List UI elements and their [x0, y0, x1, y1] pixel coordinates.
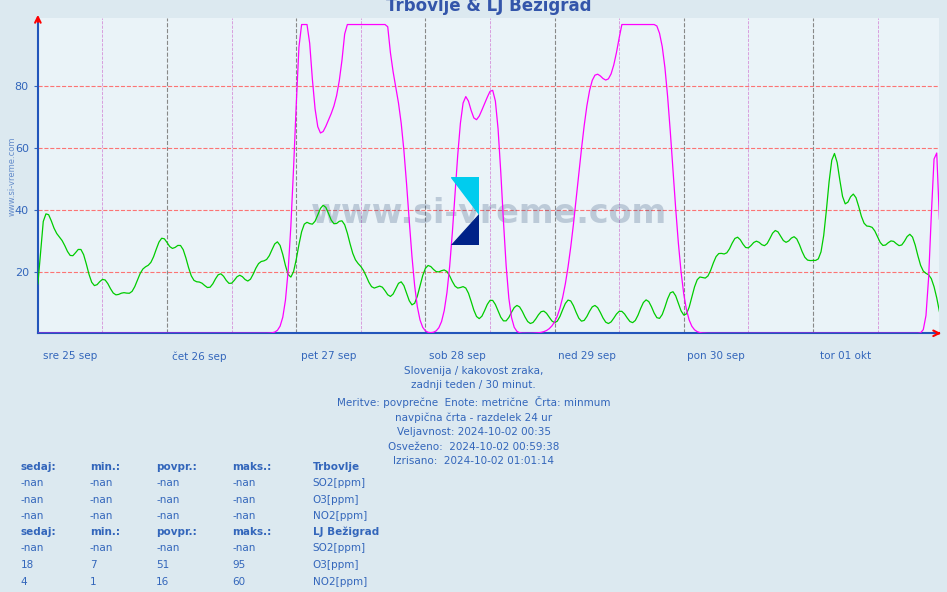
Text: 51: 51 — [156, 560, 170, 570]
Polygon shape — [451, 214, 479, 245]
Text: pet 27 sep: pet 27 sep — [301, 351, 356, 361]
Text: -nan: -nan — [232, 511, 256, 522]
Text: SO2[ppm]: SO2[ppm] — [313, 478, 366, 488]
Text: -nan: -nan — [90, 511, 114, 522]
Text: Trbovlje: Trbovlje — [313, 462, 360, 472]
Text: -nan: -nan — [90, 495, 114, 505]
Text: 7: 7 — [90, 560, 97, 570]
Text: sre 25 sep: sre 25 sep — [43, 351, 98, 361]
Text: SO2[ppm]: SO2[ppm] — [313, 543, 366, 554]
Text: LJ Bežigrad: LJ Bežigrad — [313, 527, 379, 538]
Text: -nan: -nan — [21, 478, 45, 488]
Text: povpr.:: povpr.: — [156, 527, 197, 537]
Text: tor 01 okt: tor 01 okt — [820, 351, 871, 361]
Text: -nan: -nan — [90, 543, 114, 554]
Text: -nan: -nan — [156, 543, 180, 554]
Text: O3[ppm]: O3[ppm] — [313, 495, 359, 505]
Text: sedaj:: sedaj: — [21, 527, 57, 537]
Text: ned 29 sep: ned 29 sep — [558, 351, 616, 361]
Text: čet 26 sep: čet 26 sep — [172, 351, 226, 362]
Text: 4: 4 — [21, 577, 27, 587]
Text: min.:: min.: — [90, 527, 120, 537]
Text: -nan: -nan — [156, 511, 180, 522]
Text: -nan: -nan — [232, 478, 256, 488]
Text: maks.:: maks.: — [232, 527, 271, 537]
Text: pon 30 sep: pon 30 sep — [688, 351, 745, 361]
Text: 18: 18 — [21, 560, 34, 570]
Text: 95: 95 — [232, 560, 245, 570]
Text: sob 28 sep: sob 28 sep — [429, 351, 486, 361]
Text: www.si-vreme.com: www.si-vreme.com — [311, 197, 667, 230]
Text: O3[ppm]: O3[ppm] — [313, 560, 359, 570]
Text: NO2[ppm]: NO2[ppm] — [313, 511, 366, 522]
Text: povpr.:: povpr.: — [156, 462, 197, 472]
Text: maks.:: maks.: — [232, 462, 271, 472]
Text: -nan: -nan — [21, 495, 45, 505]
Text: -nan: -nan — [156, 478, 180, 488]
Text: -nan: -nan — [232, 543, 256, 554]
Text: 16: 16 — [156, 577, 170, 587]
Text: sedaj:: sedaj: — [21, 462, 57, 472]
Text: -nan: -nan — [232, 495, 256, 505]
Text: 60: 60 — [232, 577, 245, 587]
Text: -nan: -nan — [90, 478, 114, 488]
Text: -nan: -nan — [21, 511, 45, 522]
Text: -nan: -nan — [156, 495, 180, 505]
Text: NO2[ppm]: NO2[ppm] — [313, 577, 366, 587]
Text: www.si-vreme.com: www.si-vreme.com — [8, 136, 17, 215]
Title: Trbovlje & LJ Bežigrad: Trbovlje & LJ Bežigrad — [385, 0, 592, 15]
Text: -nan: -nan — [21, 543, 45, 554]
Text: Slovenija / kakovost zraka,
zadnji teden / 30 minut.
Meritve: povprečne  Enote: : Slovenija / kakovost zraka, zadnji teden… — [337, 366, 610, 466]
Text: min.:: min.: — [90, 462, 120, 472]
Text: 1: 1 — [90, 577, 97, 587]
Polygon shape — [451, 177, 479, 214]
